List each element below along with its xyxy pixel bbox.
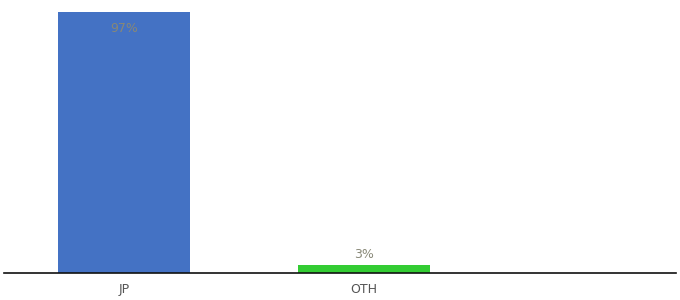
Bar xyxy=(298,265,430,273)
Text: 97%: 97% xyxy=(110,22,138,34)
Bar xyxy=(58,12,190,273)
Text: 3%: 3% xyxy=(354,248,374,261)
